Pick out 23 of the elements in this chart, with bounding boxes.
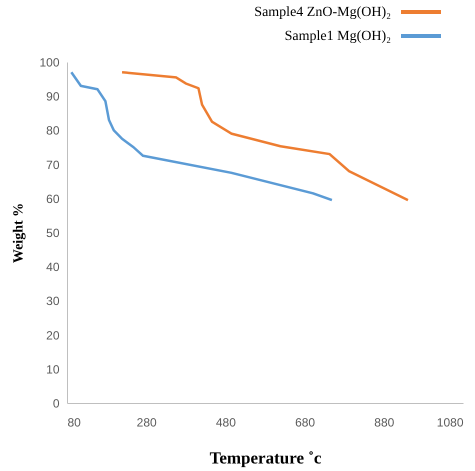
y-tick-label: 60 <box>46 192 60 206</box>
x-tick-label: 680 <box>295 416 316 430</box>
legend-label: Sample4 ZnO-Mg(OH)₂ <box>254 5 392 20</box>
y-tick-label: 20 <box>46 328 60 342</box>
y-axis-title: Weight % <box>11 202 26 264</box>
x-tick-label: 1080 <box>436 416 464 430</box>
y-tick-label: 50 <box>46 226 60 240</box>
y-tick-label: 30 <box>46 294 60 308</box>
legend-label: Sample1 Mg(OH)₂ <box>284 29 392 44</box>
x-tick-label: 280 <box>136 416 158 430</box>
y-tick-label: 40 <box>46 260 60 274</box>
x-tick-label: 80 <box>68 416 82 430</box>
y-tick-label: 10 <box>46 362 60 376</box>
x-tick-label: 880 <box>374 416 395 430</box>
x-axis-title: Temperature ˚c <box>210 448 322 468</box>
line-series <box>120 70 410 202</box>
y-tick-label: 80 <box>46 124 60 138</box>
x-tick-label: 480 <box>216 416 236 430</box>
y-tick-label: 100 <box>39 56 60 70</box>
y-tick-label: 90 <box>46 90 60 104</box>
y-tick-label: 70 <box>46 158 60 172</box>
line-series <box>70 70 334 202</box>
y-tick-label: 0 <box>52 396 60 410</box>
